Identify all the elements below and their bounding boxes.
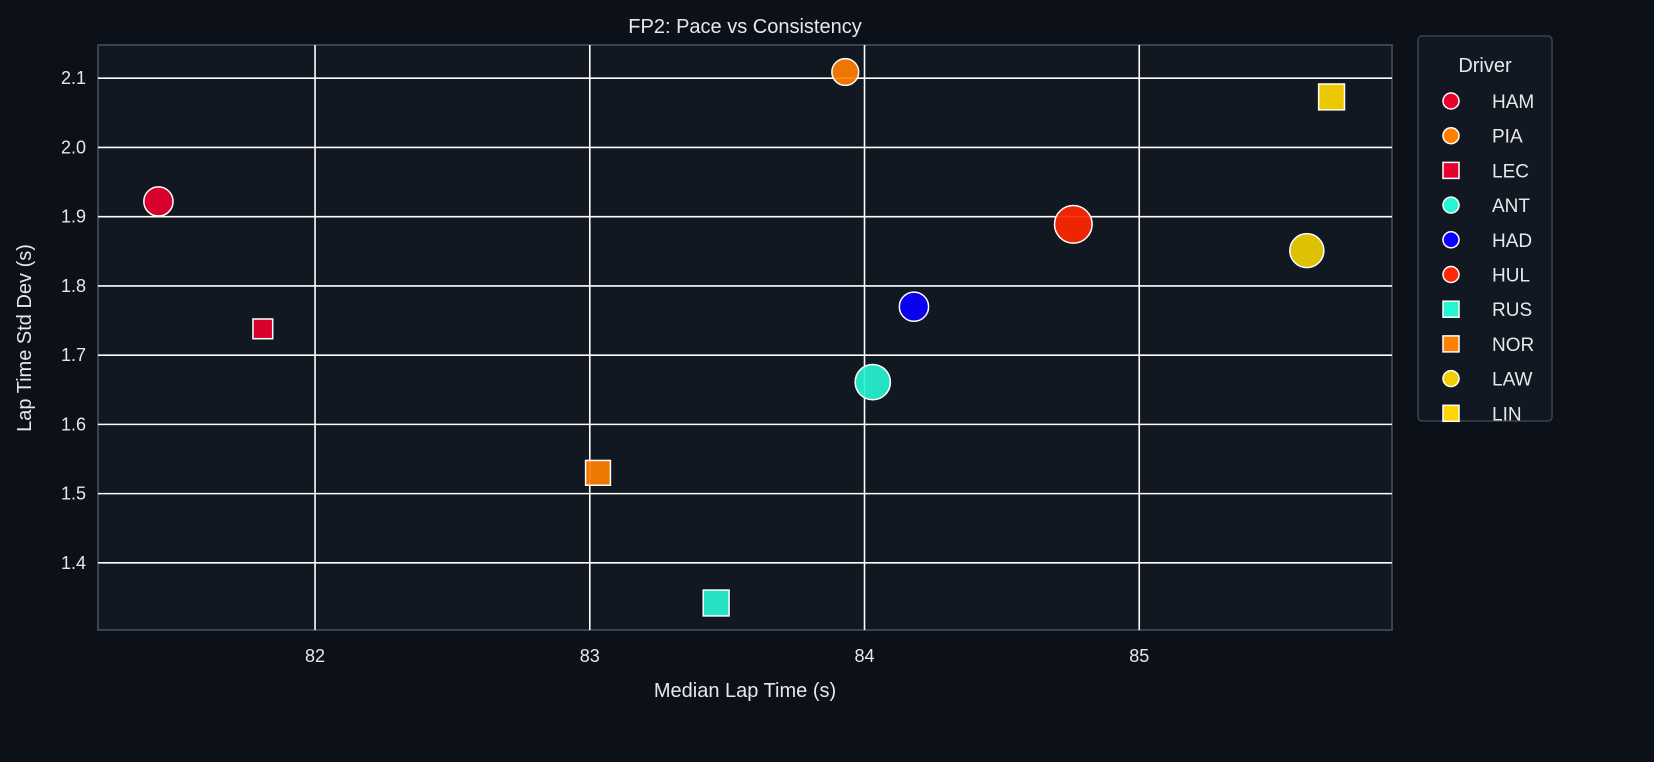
x-tick-label: 85 — [1129, 646, 1149, 666]
point-nor — [584, 459, 612, 487]
legend-label-rus: RUS — [1492, 300, 1532, 321]
legend-marker-nor — [1442, 335, 1460, 353]
point-lin — [1317, 83, 1346, 111]
y-axis-label: Lap Time Std Dev (s) — [14, 244, 36, 432]
legend-marker-ham — [1442, 92, 1460, 110]
legend-marker-hul — [1442, 265, 1460, 284]
legend: Driver HAM PIA LEC ANT HAD HUL RUS NOR LAW LIN — [1417, 35, 1553, 425]
y-tick-label: 2.0 — [61, 137, 86, 157]
grid — [98, 45, 1392, 630]
legend-marker-pia — [1442, 126, 1460, 145]
legend-marker-lec — [1442, 161, 1460, 180]
y-tick-label: 1.9 — [61, 207, 86, 227]
y-tick-label: 1.6 — [61, 414, 86, 434]
legend-label-ham: HAM — [1492, 92, 1534, 113]
legend-label-lec: LEC — [1492, 161, 1529, 182]
point-pia — [831, 57, 860, 87]
chart-title: FP2: Pace vs Consistency — [628, 16, 861, 38]
point-hul — [1053, 204, 1093, 244]
x-tick-label: 84 — [854, 646, 874, 666]
y-tick-label: 2.1 — [61, 68, 86, 88]
y-tick-label: 1.4 — [61, 553, 86, 573]
y-tick-label: 1.5 — [61, 484, 86, 504]
legend-label-had: HAD — [1492, 231, 1532, 252]
legend-label-ant: ANT — [1492, 196, 1530, 217]
point-law — [1289, 232, 1325, 269]
y-tick-label: 1.7 — [61, 345, 86, 365]
point-rus — [702, 589, 730, 617]
legend-label-pia: PIA — [1492, 127, 1523, 148]
legend-marker-ant — [1442, 196, 1460, 214]
point-lec — [252, 318, 274, 340]
x-tick-label: 83 — [580, 646, 600, 666]
point-ant — [854, 363, 892, 401]
legend-label-hul: HUL — [1492, 266, 1530, 287]
legend-title: Driver — [1458, 55, 1512, 77]
legend-marker-law — [1442, 369, 1460, 388]
y-tick-label: 1.8 — [61, 276, 86, 296]
x-tick-label: 82 — [305, 646, 325, 666]
legend-marker-had — [1442, 231, 1460, 249]
legend-label-lin: LIN — [1492, 404, 1522, 425]
legend-label-nor: NOR — [1492, 335, 1534, 356]
points — [143, 57, 1346, 617]
x-axis-label: Median Lap Time (s) — [654, 680, 836, 702]
legend-label-law: LAW — [1492, 370, 1533, 391]
legend-marker-lin — [1442, 404, 1460, 423]
plot-area — [97, 44, 1393, 631]
point-ham — [143, 186, 174, 217]
legend-marker-rus — [1442, 300, 1460, 318]
point-had — [898, 291, 930, 323]
ticks: 82 83 84 85 1.4 1.5 1.6 1.7 1.8 1.9 2.0 2.1 — [61, 68, 1149, 666]
